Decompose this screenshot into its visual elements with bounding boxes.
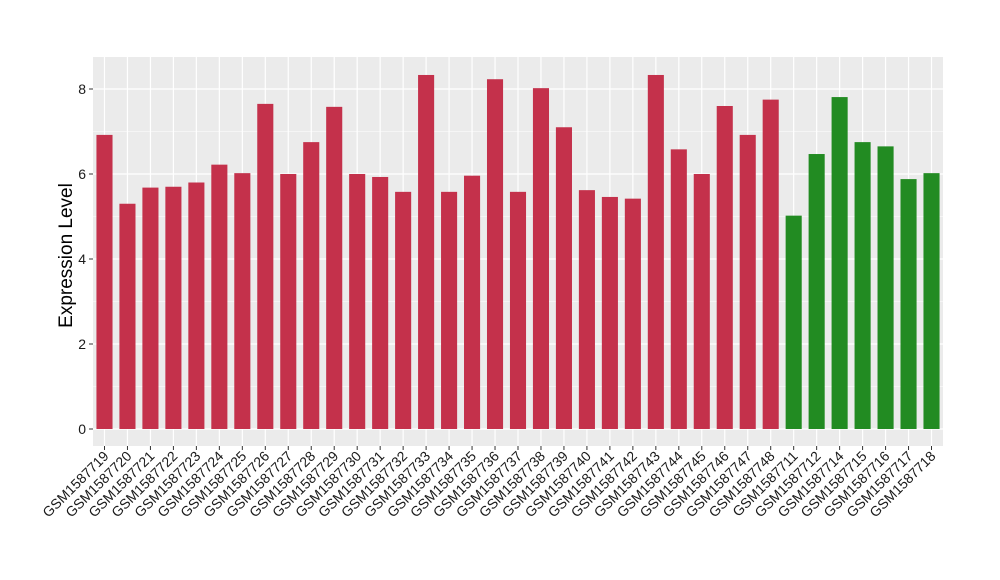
bar (647, 74, 664, 429)
bar (854, 142, 871, 429)
bar (96, 134, 113, 429)
bar (785, 215, 802, 429)
bar (601, 196, 618, 429)
bar (280, 174, 297, 429)
bar (326, 106, 343, 429)
bar (188, 182, 205, 429)
bars (96, 74, 940, 430)
bar (877, 146, 894, 429)
y-tick-label: 8 (78, 81, 86, 97)
bar (670, 149, 687, 429)
bar (234, 173, 251, 429)
bar (624, 198, 641, 429)
bar (509, 191, 527, 429)
y-axis-title: Expression Level (56, 183, 77, 328)
bar (900, 179, 917, 429)
y-tick-label: 0 (78, 421, 86, 437)
bar (395, 191, 412, 429)
bar (578, 190, 595, 429)
bar (165, 186, 182, 429)
bar (739, 134, 756, 429)
bar (808, 154, 825, 429)
bar (716, 106, 733, 429)
bar (142, 187, 159, 429)
bar (532, 88, 550, 430)
bar (418, 74, 435, 429)
y-tick-label: 4 (78, 251, 86, 267)
bar (257, 103, 274, 429)
bar (303, 142, 320, 429)
bar (464, 175, 481, 429)
bar (831, 97, 848, 429)
bar (211, 164, 228, 429)
y-tick-label: 6 (78, 166, 86, 182)
bar (372, 176, 389, 429)
y-tick-label: 2 (78, 336, 86, 352)
bar (923, 173, 940, 429)
x-axis: GSM1587719GSM1587720GSM1587721GSM1587722… (39, 446, 939, 520)
bar (762, 99, 779, 429)
bar (693, 174, 710, 429)
bar (119, 203, 136, 429)
bar (555, 127, 572, 429)
bar (441, 191, 458, 429)
bar (486, 79, 504, 429)
y-axis: 0 2 4 6 8 (78, 81, 93, 437)
bar (349, 174, 366, 429)
